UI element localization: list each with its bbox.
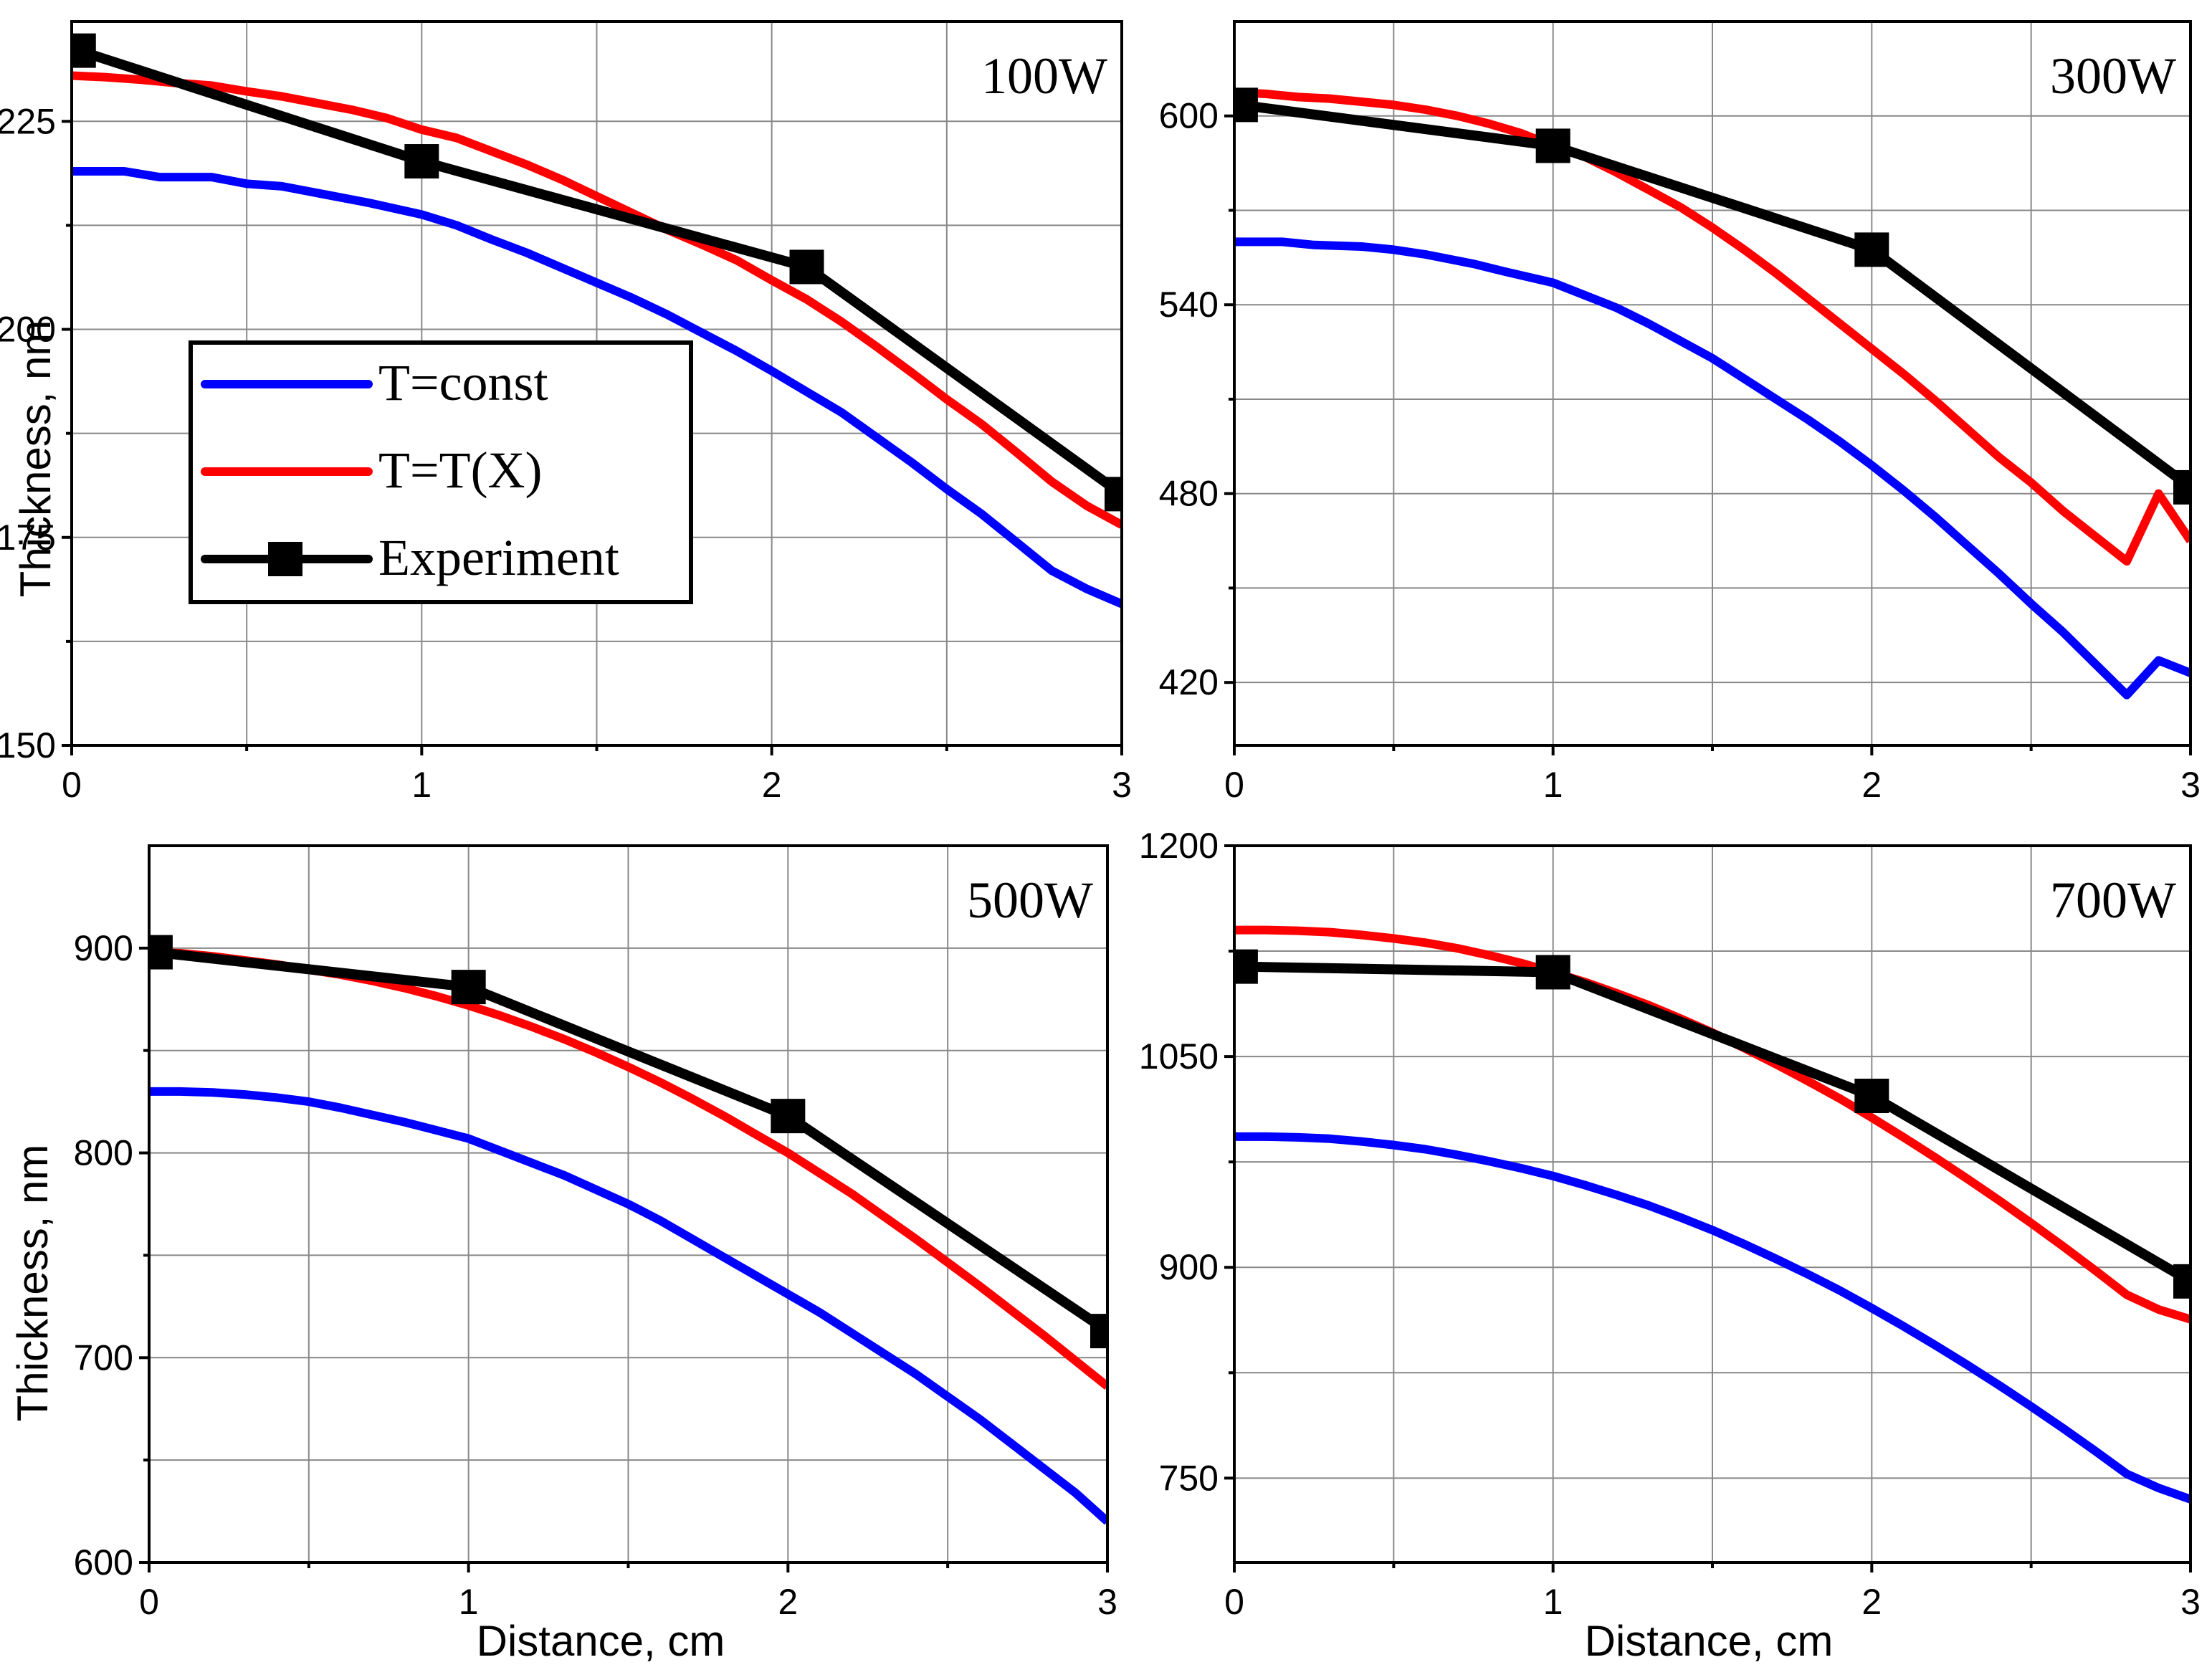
x-tick-label: 2 (778, 1582, 798, 1622)
y-tick-label: 540 (1159, 285, 1219, 325)
experiment-point (1854, 1079, 1889, 1114)
experiment-point (1105, 477, 1122, 512)
panel-500w: 0 1 2 3 600 700 800 900 500W (74, 844, 1117, 1622)
x-tick-label: 3 (1112, 765, 1132, 805)
legend-marker-experiment (268, 542, 302, 576)
series-line-t-const (72, 167, 1122, 608)
experiment-point (1535, 128, 1570, 163)
experiment-point (1535, 955, 1570, 990)
series-line-experiment (1239, 100, 2190, 492)
y-tick-label: 175 (0, 517, 56, 558)
series-line-t-tx (72, 71, 1122, 529)
experiment-point (771, 1099, 806, 1134)
y-tick-label: 800 (74, 1133, 133, 1173)
series-line-experiment (77, 45, 1122, 499)
y-tick-label: 1200 (1139, 826, 1219, 866)
experiment-point (1234, 949, 1258, 984)
experiment-point (451, 970, 486, 1005)
panel-100w: 0 1 2 3 150 175 200 225 100W (0, 20, 1132, 805)
legend-label-t-tx: T=T(X) (378, 442, 543, 499)
x-tick-label: 3 (2180, 1582, 2201, 1622)
x-tick-label: 2 (1861, 1582, 1882, 1622)
legend-label-experiment: Experiment (378, 529, 619, 586)
y-tick-label: 900 (74, 928, 133, 968)
y-tick-label: 200 (0, 310, 56, 350)
experiment-point (2173, 469, 2190, 505)
experiment-point (1854, 232, 1889, 267)
panel-label: 100W (981, 47, 1107, 105)
panel-label: 700W (2050, 872, 2176, 929)
x-tick-label: 1 (411, 765, 432, 805)
series-line-t-tx (1234, 87, 2190, 566)
experiment-point (404, 144, 439, 179)
legend-item-t-const: T=const (201, 354, 548, 411)
x-axis-title-right: Distance, cm (1585, 1617, 1834, 1665)
panel-300w: 0 1 2 3 420 480 540 600 300W (1159, 20, 2201, 805)
series-line-t-const (1234, 1132, 2190, 1504)
y-tick-label: 225 (0, 101, 56, 141)
x-axis-title-left: Distance, cm (477, 1617, 725, 1665)
y-tick-label: 750 (1159, 1458, 1219, 1498)
series-line-t-const (1234, 237, 2190, 700)
legend: T=const T=T(X) Experiment (189, 340, 693, 604)
x-tick-label: 1 (1543, 765, 1563, 805)
x-tick-label: 3 (2180, 765, 2201, 805)
y-tick-label: 420 (1159, 662, 1219, 702)
y-axis-title-bottom: Thickness, nm (9, 1145, 57, 1422)
legend-label-t-const: T=const (378, 354, 548, 411)
x-tick-label: 0 (1224, 1582, 1244, 1622)
x-tick-label: 2 (762, 765, 782, 805)
x-tick-label: 3 (1097, 1582, 1117, 1622)
legend-item-experiment: Experiment (201, 529, 619, 586)
experiment-point (72, 33, 96, 68)
y-axis-title-top: Thickness, nm (11, 320, 59, 598)
panel-label: 300W (2050, 47, 2176, 105)
y-tick-label: 150 (0, 725, 56, 765)
experiment-point (1090, 1314, 1107, 1349)
panel-700w: 0 1 2 3 750 900 1050 1200 700W (1139, 826, 2201, 1622)
series-line-t-const (149, 1087, 1107, 1525)
y-tick-label: 1050 (1139, 1036, 1219, 1077)
experiment-point (1234, 87, 1258, 123)
x-tick-label: 0 (1224, 765, 1244, 805)
legend-item-t-tx: T=T(X) (201, 442, 543, 499)
x-tick-label: 0 (139, 1582, 159, 1622)
series-line-experiment (155, 947, 1107, 1335)
experiment-point (149, 935, 173, 970)
experiment-point (2173, 1264, 2190, 1299)
series-line-experiment (1240, 961, 2190, 1286)
y-tick-label: 480 (1159, 474, 1219, 514)
panel-label: 500W (967, 872, 1093, 929)
x-tick-label: 1 (1543, 1582, 1563, 1622)
experiment-point (789, 249, 824, 285)
y-tick-label: 600 (1159, 96, 1219, 136)
x-tick-label: 1 (459, 1582, 479, 1622)
y-tick-label: 700 (74, 1337, 133, 1378)
y-tick-label: 900 (1159, 1247, 1219, 1287)
y-tick-label: 600 (74, 1542, 133, 1583)
x-tick-label: 0 (62, 765, 82, 805)
x-tick-label: 2 (1861, 765, 1882, 805)
